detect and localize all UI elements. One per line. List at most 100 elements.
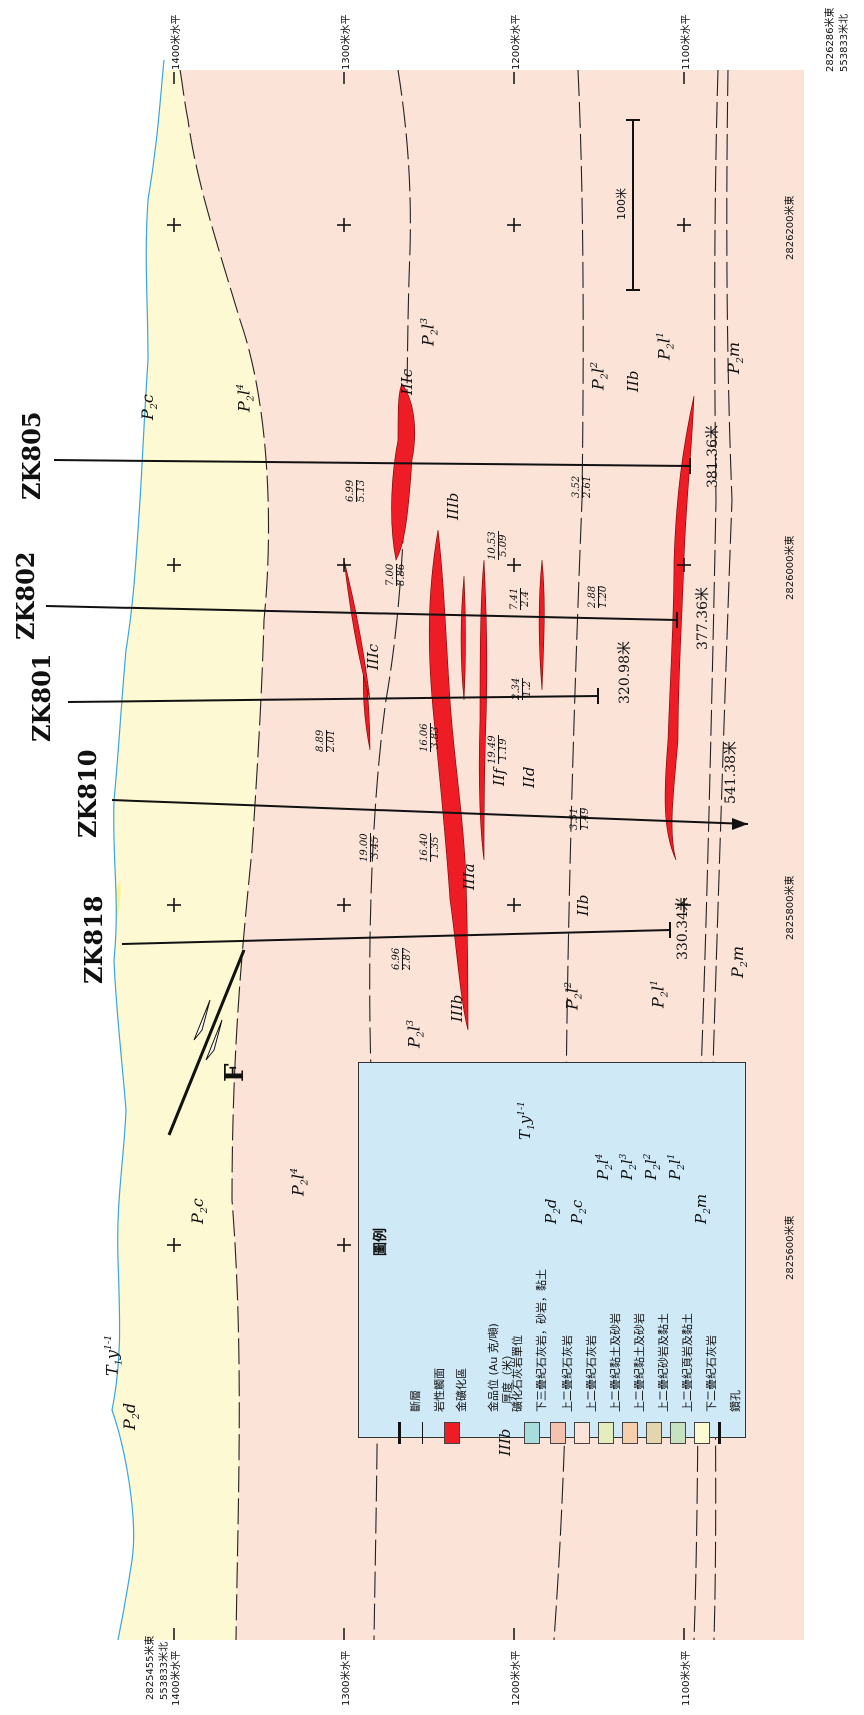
formation-subscript: 2 [579,1208,589,1214]
borehole-depth: 541.38米 [723,741,739,804]
formation-letter: l [618,1159,636,1165]
legend-swatch [574,1422,590,1444]
legend-swatch [398,1422,414,1444]
formation-subscript: 2 [299,1179,311,1186]
fault [167,949,246,1136]
legend-swatch [550,1422,566,1444]
formation-letter: c [568,1199,586,1209]
ore-unit-label: IIIc [398,368,416,395]
borehole-trace [45,605,678,621]
fault-arrow-icon [193,999,211,1041]
formation-superscript: 4 [595,1153,605,1160]
legend-item-label: 礦化石灰岩單位 [511,1335,524,1412]
formation-subscript: 2 [573,993,585,1000]
formation-superscript: 1 [649,979,660,986]
corner-easting: 2825455米東 [145,1635,156,1700]
contact-line [179,69,270,1641]
elevation-label: 1400米水平 [171,14,182,70]
formation-subscript: 2 [665,343,677,350]
legend-swatch [598,1422,614,1444]
legend-title: 圖例 [373,1228,389,1256]
legend-item-label: 金品位 (Au 克/噸) [487,1323,500,1412]
assay-fraction: 6.96 2.87 [391,947,413,970]
ore-unit-label: IIb [624,370,642,392]
label-p2l1: P2l1 [648,979,671,1008]
ore-unit-label: IId [520,766,538,788]
legend-swatch [718,1422,734,1444]
easting-label: 2826200米東 [785,195,796,260]
formation-symbol: P [648,997,668,1008]
assay-fraction: 2.88 1.20 [587,585,609,608]
ore-unit-label: IIIc [364,643,382,670]
borehole-trace [67,695,599,703]
boreholes [45,458,749,945]
label-p2l3: P2l3 [418,318,440,346]
easting-label: 2825600米東 [785,1215,796,1280]
borehole-id: ZK818 [79,895,108,984]
formation-subscript: 2 [599,373,611,380]
borehole-trace [121,929,671,945]
formation-symbol: P [120,1419,139,1430]
assay-fraction: 2.34 1.2 [511,677,533,700]
formation-superscript: 2 [563,981,574,988]
label-p2l3: P2l3 [404,1020,426,1048]
legend-swatch [444,1422,460,1444]
ore-unit-label: IIIa [460,863,478,890]
assay-thickness: 1.20 [598,585,609,608]
formation-letter: l [418,324,438,330]
formation-symbol: P [618,1169,636,1180]
formation-letter: l [562,988,582,994]
assay-fraction: 7.00 8.86 [385,563,407,586]
ore-body [428,529,469,1031]
legend-code: P2d [542,1199,563,1224]
label-p2l2: P2l2 [588,362,611,390]
formation-subscript: 1 [113,1359,125,1366]
assay-thickness: 8.86 [396,563,407,586]
formation-subscript: 2 [659,991,671,998]
label-p2l2: P2l2 [562,981,585,1010]
ore-body [343,559,371,701]
ore-body [391,383,416,561]
ore-body [538,559,545,691]
formation-letter: l [642,1159,660,1165]
legend-item-label: 上二疊紀黏土及砂岩 [609,1313,622,1412]
easting-label: 2825800米東 [785,875,796,940]
assay-thickness: 1.19 [498,738,509,761]
formation-subscript: 2 [677,1164,687,1170]
assay-thickness: 1.2 [522,680,533,697]
label-t1y: T1y1-1 [102,1335,125,1376]
formation-subscript: 2 [629,1164,639,1170]
label-p2m: P2m [724,342,746,374]
label-p2c: P2c [138,394,160,420]
borehole-trace [111,799,749,825]
assay-thickness: 2.01 [326,729,337,752]
formation-symbol: P [642,1169,660,1180]
legend-swatch [646,1422,662,1444]
borehole-depth: 381.36米 [705,425,721,488]
legend [358,1062,746,1438]
assay-thickness: 2.61 [582,475,593,498]
label-p2l4: P2l4 [288,1168,311,1196]
legend-swatch [422,1422,438,1444]
legend-code: P2m [692,1194,713,1224]
assay-fraction: 6.99 5.13 [345,479,367,502]
legend-item-label: 上二疊紀黏土及砂岩 [633,1313,646,1412]
corner-northing: 553833米北 [159,1641,170,1700]
fault-line [167,949,246,1136]
legend-item-label: 斷層 [409,1390,422,1412]
legend-code: P2l1 [666,1154,687,1180]
formation-symbol: T [516,1129,534,1140]
formation-subscript: 2 [553,1208,563,1214]
formation-symbol: P [138,409,157,420]
borehole-id: ZK802 [11,551,40,640]
assay-thickness: 3.83 [430,726,441,749]
formation-letter: l [234,390,254,396]
formation-letter: l [666,1159,684,1165]
assay-thickness: 2.87 [402,947,413,970]
easting-label: 2826000米東 [785,535,796,600]
borehole-depth: 320.98米 [617,641,633,704]
assay-thickness: 5.13 [356,479,367,502]
ore-unit-label: IIIb [444,492,462,520]
legend-code: P2l2 [642,1154,663,1180]
